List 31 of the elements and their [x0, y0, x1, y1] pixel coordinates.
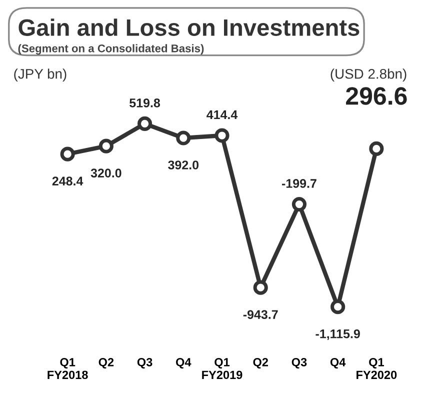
data-label: -199.7	[282, 179, 316, 188]
x-tick-label: Q1 FY2020	[356, 358, 397, 380]
x-tick-label: Q3	[137, 358, 152, 369]
data-label: 296.6	[346, 87, 407, 105]
point	[98, 138, 114, 154]
chart-title: Gain and Loss on Investments	[18, 18, 360, 36]
point	[137, 116, 152, 131]
x-tick-label: Q4	[330, 358, 346, 369]
point	[60, 146, 75, 162]
x-tick-label: Q2	[253, 358, 268, 369]
point	[369, 141, 384, 156]
data-label: 320.0	[90, 168, 122, 178]
data-label: 392.0	[168, 160, 199, 170]
point	[253, 280, 268, 295]
x-tick-label: Q4	[176, 358, 192, 369]
data-label: 248.4	[52, 176, 84, 186]
text: (JPY bn)	[14, 68, 66, 82]
point	[214, 128, 230, 143]
chart-subtitle: (Segment on a Consolidated Basis)	[18, 44, 204, 55]
data-label: -943.7	[243, 310, 278, 319]
text: (USD 2.8bn)	[330, 68, 406, 82]
x-tick-label: Q3	[292, 358, 307, 369]
data-label: 414.4	[206, 110, 238, 120]
point	[330, 300, 346, 314]
point	[176, 130, 191, 146]
x-tick-label: Q2	[98, 358, 114, 369]
x-tick-label: Q1 FY2018	[48, 358, 88, 380]
data-label: 519.8	[130, 98, 160, 108]
point	[292, 196, 307, 212]
data-label: -1,115.9	[316, 329, 360, 340]
x-tick-label: Q1 FY2019	[202, 358, 242, 380]
